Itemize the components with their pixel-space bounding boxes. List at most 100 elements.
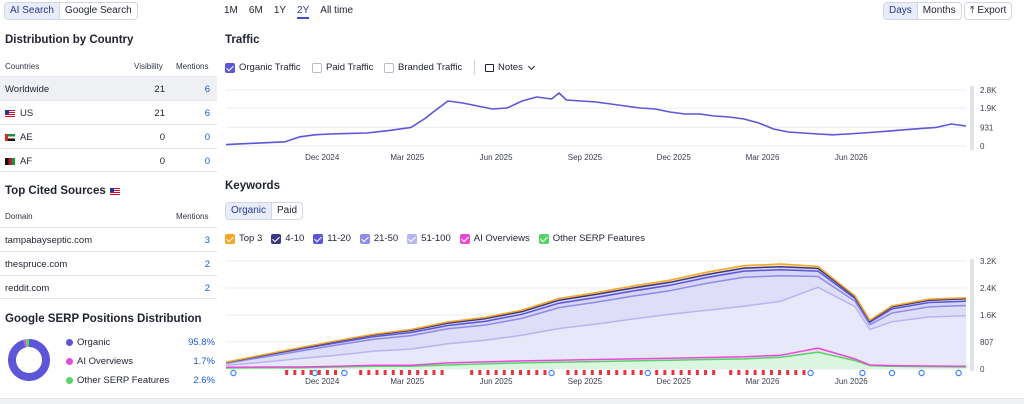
organic-traffic-checkbox[interactable]: Organic Traffic xyxy=(225,62,301,73)
note-marker[interactable] xyxy=(408,370,412,375)
note-marker[interactable] xyxy=(535,370,539,375)
note-marker[interactable] xyxy=(623,370,627,375)
country-mentions[interactable]: 6 xyxy=(204,84,210,95)
google-search-button[interactable]: Google Search xyxy=(58,3,137,19)
keywords-type-toggle[interactable]: Organic Paid xyxy=(225,202,304,220)
note-marker[interactable] xyxy=(440,370,444,375)
note-marker[interactable] xyxy=(655,370,659,375)
google-update-icon[interactable] xyxy=(955,369,962,377)
note-marker[interactable] xyxy=(566,370,570,375)
note-marker[interactable] xyxy=(432,370,436,375)
google-update-icon[interactable] xyxy=(918,369,925,377)
bottom-scrollbar[interactable] xyxy=(0,398,1024,404)
note-marker[interactable] xyxy=(470,370,474,375)
note-marker[interactable] xyxy=(424,370,428,375)
note-marker[interactable] xyxy=(712,370,716,375)
range-1m[interactable]: 1M xyxy=(224,5,238,16)
note-marker[interactable] xyxy=(510,370,514,375)
note-marker[interactable] xyxy=(391,370,395,375)
note-marker[interactable] xyxy=(494,370,498,375)
country-row-ae[interactable]: AE 0 0 xyxy=(0,124,217,148)
source-row[interactable]: tampabayseptic.com 3 xyxy=(0,227,217,251)
google-update-icon[interactable] xyxy=(807,369,814,377)
note-marker[interactable] xyxy=(631,370,635,375)
note-marker[interactable] xyxy=(416,370,420,375)
note-marker[interactable] xyxy=(679,370,683,375)
note-marker[interactable] xyxy=(737,370,741,375)
note-marker[interactable] xyxy=(671,370,675,375)
source-domain[interactable]: tampabayseptic.com xyxy=(5,235,93,246)
note-marker[interactable] xyxy=(325,370,329,375)
note-marker[interactable] xyxy=(359,370,363,375)
organic-tab[interactable]: Organic xyxy=(226,203,272,219)
export-button[interactable]: ⤒ Export xyxy=(964,2,1013,20)
source-domain[interactable]: reddit.com xyxy=(5,283,50,294)
note-marker[interactable] xyxy=(367,370,371,375)
days-button[interactable]: Days xyxy=(884,3,917,19)
range-all-time[interactable]: All time xyxy=(320,5,354,16)
country-row-af[interactable]: AF 0 0 xyxy=(0,148,217,172)
note-marker[interactable] xyxy=(769,370,773,375)
note-marker[interactable] xyxy=(753,370,757,375)
note-marker[interactable] xyxy=(519,370,523,375)
note-marker[interactable] xyxy=(582,370,586,375)
note-marker[interactable] xyxy=(607,370,611,375)
ai-search-button[interactable]: AI Search xyxy=(5,3,59,19)
google-update-icon[interactable] xyxy=(859,369,866,377)
note-marker[interactable] xyxy=(802,370,806,375)
keywords-legend-item[interactable]: 11-20 xyxy=(313,233,351,244)
note-marker[interactable] xyxy=(317,370,321,375)
note-marker[interactable] xyxy=(695,370,699,375)
months-button[interactable]: Months xyxy=(916,3,961,19)
range-1y[interactable]: 1Y xyxy=(273,5,287,16)
country-mentions[interactable]: 6 xyxy=(204,108,210,119)
note-marker[interactable] xyxy=(293,370,297,375)
search-mode-toggle[interactable]: AI Search Google Search xyxy=(4,2,138,20)
note-marker[interactable] xyxy=(502,370,506,375)
keywords-legend-item[interactable]: Other SERP Features xyxy=(538,233,645,244)
source-mentions[interactable]: 2 xyxy=(204,283,210,294)
google-update-icon[interactable] xyxy=(548,369,555,377)
paid-tab[interactable]: Paid xyxy=(271,203,302,219)
granularity-toggle[interactable]: Days Months xyxy=(883,2,962,20)
source-mentions[interactable]: 3 xyxy=(204,235,210,246)
source-mentions[interactable]: 2 xyxy=(204,259,210,270)
note-marker[interactable] xyxy=(527,370,531,375)
note-marker[interactable] xyxy=(704,370,708,375)
notes-dropdown[interactable]: Notes xyxy=(485,62,535,73)
note-marker[interactable] xyxy=(639,370,643,375)
note-marker[interactable] xyxy=(486,370,490,375)
note-marker[interactable] xyxy=(590,370,594,375)
google-update-icon[interactable] xyxy=(341,369,348,377)
source-domain[interactable]: thespruce.com xyxy=(5,259,68,270)
google-update-icon[interactable] xyxy=(888,369,896,377)
country-row-us[interactable]: US 21 6 xyxy=(0,100,217,124)
country-mentions[interactable]: 0 xyxy=(204,156,210,167)
paid-traffic-checkbox[interactable]: Paid Traffic xyxy=(312,62,373,73)
note-marker[interactable] xyxy=(309,370,313,375)
country-mentions[interactable]: 0 xyxy=(204,132,210,143)
google-update-icon[interactable] xyxy=(644,369,651,377)
keywords-legend-item[interactable]: AI Overviews xyxy=(459,233,530,244)
keywords-legend-item[interactable]: 51-100 xyxy=(407,233,451,244)
google-update-icon[interactable] xyxy=(230,369,237,377)
note-marker[interactable] xyxy=(375,370,379,375)
note-marker[interactable] xyxy=(574,370,578,375)
branded-traffic-checkbox[interactable]: Branded Traffic xyxy=(384,62,462,73)
keywords-legend-item[interactable]: Top 3 xyxy=(225,233,262,244)
note-marker[interactable] xyxy=(383,370,387,375)
note-marker[interactable] xyxy=(399,370,403,375)
note-marker[interactable] xyxy=(615,370,619,375)
google-update-icon[interactable] xyxy=(311,369,319,377)
y-axis-scrollbar[interactable] xyxy=(970,86,974,150)
note-marker[interactable] xyxy=(663,370,667,375)
note-marker[interactable] xyxy=(761,370,765,375)
note-marker[interactable] xyxy=(786,370,790,375)
note-marker[interactable] xyxy=(729,370,733,375)
note-marker[interactable] xyxy=(745,370,749,375)
range-2y[interactable]: 2Y xyxy=(297,5,310,19)
range-6m[interactable]: 6M xyxy=(248,5,263,16)
note-marker[interactable] xyxy=(285,370,289,375)
note-marker[interactable] xyxy=(301,370,305,375)
note-marker[interactable] xyxy=(478,370,482,375)
